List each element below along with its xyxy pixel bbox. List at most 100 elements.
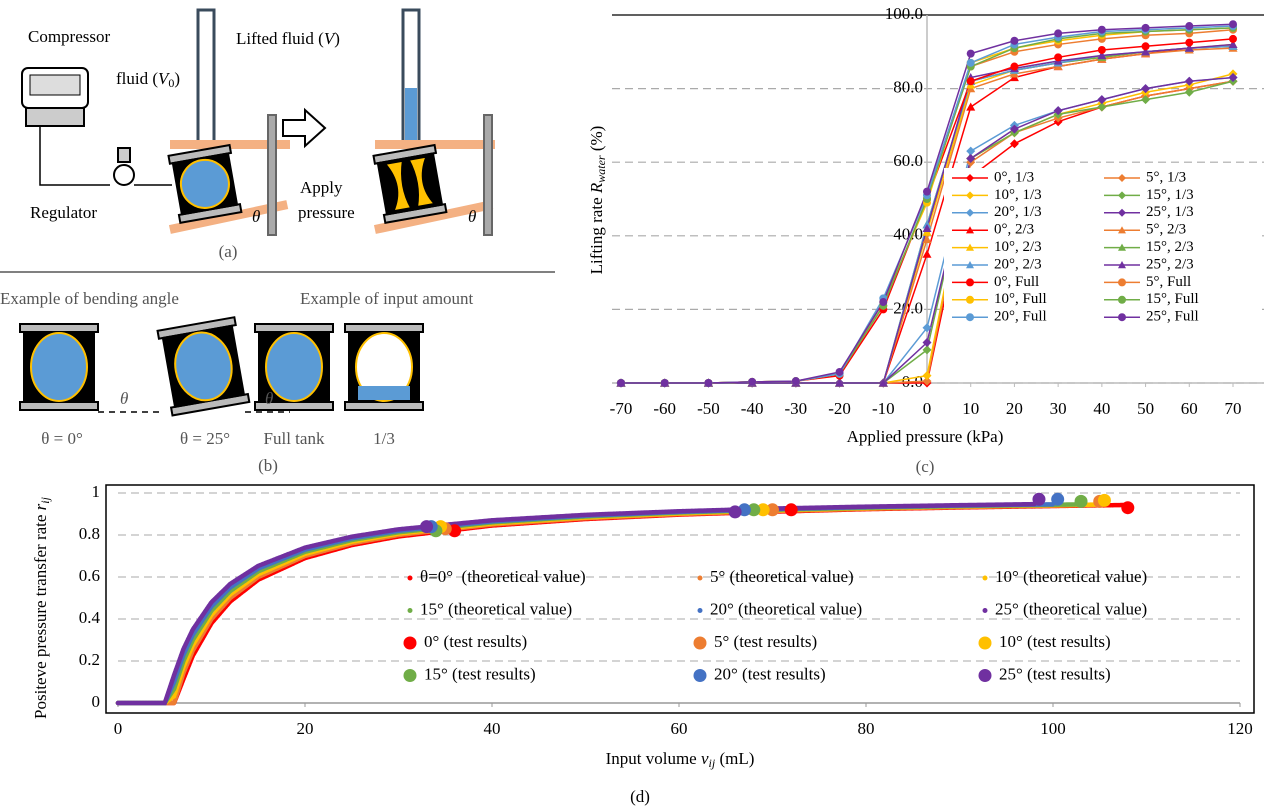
y-tick-label: 80.0 [893, 78, 923, 97]
legend-marker [983, 608, 988, 613]
marker [1229, 35, 1237, 43]
marker [1010, 63, 1018, 71]
subscript: water [594, 155, 608, 183]
x-tick-label: 120 [1227, 719, 1253, 738]
tube [198, 10, 214, 145]
y-tick-label: 0.8 [79, 524, 100, 543]
y-tick-label: 0.2 [79, 650, 100, 669]
x-tick-label: 100 [1040, 719, 1066, 738]
theory-curve [118, 505, 1100, 703]
label: Lifted fluid (V) [236, 29, 340, 48]
test-point [1121, 501, 1134, 514]
legend-label: 0°, 2/3 [994, 222, 1034, 238]
x-tick-label: -30 [785, 399, 808, 418]
legend-marker [983, 576, 988, 581]
tank [158, 317, 250, 415]
marker [923, 188, 931, 196]
heading: Example of input amount [300, 289, 474, 308]
legend-marker [966, 296, 974, 304]
tank [374, 145, 447, 223]
x-tick-label: 80 [858, 719, 875, 738]
marker [1229, 20, 1237, 28]
theory-curve [118, 504, 1053, 703]
x-tick-label: 60 [1181, 399, 1198, 418]
legend-label: 15°, 2/3 [1146, 239, 1194, 255]
label: Compressor [28, 27, 111, 46]
label: Full tank [264, 429, 325, 448]
legend-label: 0°, Full [994, 274, 1039, 290]
symbol: R [587, 182, 606, 194]
marker [1185, 39, 1193, 47]
x-tick-label: 0 [114, 719, 123, 738]
marker [1142, 42, 1150, 50]
legend-label: 5°, 2/3 [1146, 222, 1186, 238]
marker [967, 59, 975, 67]
figure: Compressor fluid (V0) Lifted fluid (V) R… [0, 0, 1281, 811]
angle-label: θ [120, 389, 128, 408]
label: (%) [587, 126, 606, 156]
legend-label: 10°, Full [994, 291, 1047, 307]
test-point [785, 503, 798, 516]
marker [661, 379, 669, 387]
legend-label: 20°, 2/3 [994, 256, 1042, 272]
y-tick-label: 0.6 [79, 566, 100, 585]
legend-marker [698, 608, 703, 613]
marker [1098, 26, 1106, 34]
theory-curve [118, 504, 1034, 703]
marker [1142, 24, 1150, 32]
legend-marker [404, 637, 417, 650]
legend-label: 25°, Full [1146, 309, 1199, 325]
theory-curve [118, 504, 1081, 703]
legend-marker [1118, 313, 1126, 321]
x-tick-label: 20 [297, 719, 314, 738]
label: Positeve pressure transfer rate [31, 510, 50, 719]
legend-marker [1118, 296, 1126, 304]
post [268, 115, 276, 235]
lifted-fluid [405, 88, 417, 143]
subscript: ij [38, 496, 52, 503]
legend-marker [966, 313, 974, 321]
legend-label: 20° (theoretical value) [710, 599, 862, 618]
legend-label: 20° (test results) [714, 664, 826, 683]
caption: (c) [916, 457, 935, 476]
y-tick-label: 100.0 [885, 4, 923, 23]
legend-label: 25° (test results) [999, 664, 1111, 683]
test-point [729, 505, 742, 518]
legend-marker [694, 669, 707, 682]
x-tick-label: -50 [697, 399, 720, 418]
caption: (d) [630, 787, 650, 806]
x-tick-label: -40 [741, 399, 764, 418]
legend-marker [694, 637, 707, 650]
x-tick-label: 30 [1050, 399, 1067, 418]
y-axis-label: Positeve pressure transfer rate rij [31, 496, 52, 719]
marker [617, 379, 625, 387]
legend-label: 10°, 2/3 [994, 239, 1042, 255]
label: fluid (V0) [116, 69, 180, 90]
tank [20, 324, 98, 410]
x-tick-label: -10 [872, 399, 895, 418]
marker [967, 50, 975, 58]
x-tick-label: 50 [1137, 399, 1154, 418]
compressor-base [26, 108, 84, 126]
label: ) [334, 29, 340, 48]
y-axis-label: Lifting rate Rwater (%) [587, 126, 608, 275]
caption: (a) [219, 242, 238, 261]
x-tick-label: 70 [1225, 399, 1242, 418]
label: ) [174, 69, 180, 88]
legend-label: 20°, 1/3 [994, 204, 1042, 220]
marker [1010, 37, 1018, 45]
marker [1054, 29, 1062, 37]
x-tick-label: -70 [610, 399, 633, 418]
legend-marker [408, 576, 413, 581]
legend-label: 0°, 1/3 [994, 169, 1034, 185]
legend-label: 15° (test results) [424, 664, 536, 683]
y-tick-label: 1 [92, 482, 101, 501]
y-tick-label: 60.0 [893, 151, 923, 170]
x-tick-label: 40 [484, 719, 501, 738]
legend-marker [408, 608, 413, 613]
x-tick-label: 20 [1006, 399, 1023, 418]
air-line [40, 126, 110, 185]
legend-marker [979, 637, 992, 650]
legend-label: 5° (theoretical value) [710, 567, 854, 586]
y-tick-label: 0 [92, 692, 101, 711]
